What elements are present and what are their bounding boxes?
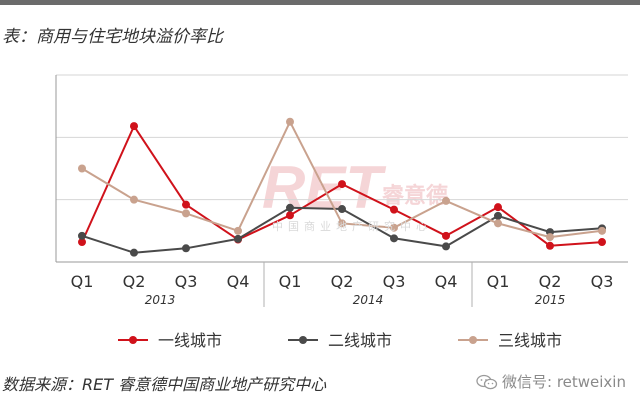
data-point: [130, 195, 138, 204]
data-point: [598, 238, 606, 247]
x-tick-label: Q3: [175, 272, 198, 291]
legend-label: 二线城市: [328, 331, 392, 350]
x-tick-label: Q4: [435, 272, 458, 291]
x-tick-label: Q1: [487, 272, 510, 291]
data-point: [442, 231, 450, 240]
data-point: [130, 122, 138, 131]
year-label: 2013: [145, 293, 176, 307]
legend-item: 二线城市: [288, 331, 392, 350]
data-point: [494, 219, 502, 228]
data-point: [234, 226, 242, 235]
data-point: [286, 117, 294, 126]
data-point: [494, 211, 502, 220]
legend-marker: [299, 336, 307, 344]
data-point: [338, 219, 346, 228]
legend-label: 三线城市: [498, 331, 562, 350]
data-point: [390, 223, 398, 232]
wechat-id: 微信号: retweixin: [502, 373, 626, 391]
data-point: [78, 231, 86, 240]
x-tick-label: Q1: [279, 272, 302, 291]
legend: 一线城市 二线城市 三线城市: [118, 331, 562, 350]
data-point: [182, 209, 190, 218]
data-point: [390, 205, 398, 214]
data-point: [338, 205, 346, 214]
year-label: 2015: [535, 293, 566, 307]
data-point: [598, 226, 606, 235]
top-bar: [0, 0, 640, 5]
x-tick-label: Q2: [123, 272, 146, 291]
legend-marker: [469, 336, 477, 344]
wechat-watermark: 微信号: retweixin: [476, 371, 626, 392]
x-tick-labels: Q1 Q2 Q3 Q4 Q1 Q2 Q3 Q4 Q1 Q2 Q3 2013 2014 2015: [71, 272, 614, 307]
data-point: [286, 211, 294, 220]
x-tick-label: Q2: [539, 272, 562, 291]
legend-item: 一线城市: [118, 331, 222, 350]
grid-lines: [56, 74, 628, 201]
data-point: [234, 234, 242, 243]
series-2: [78, 203, 606, 257]
x-tick-label: Q3: [591, 272, 614, 291]
chart-title: 表：商用与住宅地块溢价率比: [2, 27, 223, 47]
data-point: [442, 242, 450, 251]
data-point: [546, 233, 554, 242]
data-point: [130, 248, 138, 257]
data-point: [494, 203, 502, 212]
data-point: [338, 180, 346, 189]
watermark-subtitle: 中国商业地产研究中心: [272, 220, 432, 233]
legend-label: 一线城市: [158, 331, 222, 350]
legend-marker: [129, 336, 137, 344]
series-layer: [78, 117, 606, 257]
legend-item: 三线城市: [458, 331, 562, 350]
data-point: [78, 238, 86, 247]
data-point: [182, 200, 190, 209]
year-label: 2014: [353, 293, 384, 307]
data-point: [390, 234, 398, 243]
x-tick-label: Q1: [71, 272, 94, 291]
data-point: [546, 241, 554, 250]
series-3: [78, 117, 606, 242]
x-tick-label: Q3: [383, 272, 406, 291]
x-tick-label: Q2: [331, 272, 354, 291]
data-point: [442, 196, 450, 205]
data-source-note: 数据来源：RET 睿意德中国商业地产研究中心: [2, 375, 327, 394]
axes: [55, 75, 628, 307]
data-point: [78, 164, 86, 173]
data-point: [286, 203, 294, 212]
data-point: [182, 244, 190, 253]
x-tick-label: Q4: [227, 272, 250, 291]
wechat-icon: [476, 374, 498, 390]
